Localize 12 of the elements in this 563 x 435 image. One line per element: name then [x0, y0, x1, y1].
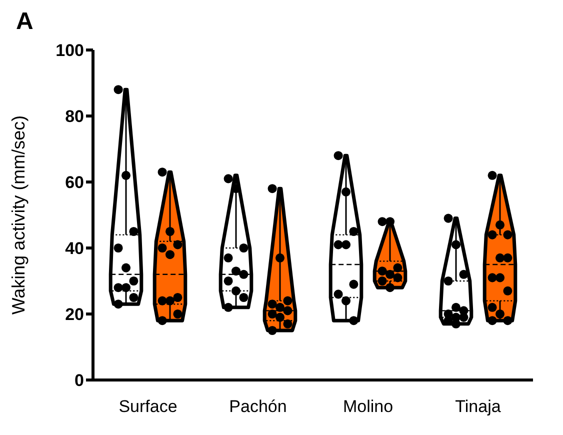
y-tick-label: 100	[56, 41, 84, 60]
y-tick-label: 80	[65, 107, 84, 126]
y-tick-label: 40	[65, 239, 84, 258]
chart-title: A	[15, 8, 34, 37]
y-tick-label: 60	[65, 173, 84, 192]
x-tick-label: Pachón	[229, 397, 287, 416]
x-tick-label: Molino	[342, 397, 394, 416]
y-axis-title: Waking activity (mm/sec)	[8, 115, 28, 315]
x-tick-label: Surface	[118, 397, 178, 416]
y-tick-label: 20	[65, 305, 84, 324]
x-tick-label: Tinaja	[455, 397, 502, 416]
y-tick-label: 0	[74, 371, 84, 390]
